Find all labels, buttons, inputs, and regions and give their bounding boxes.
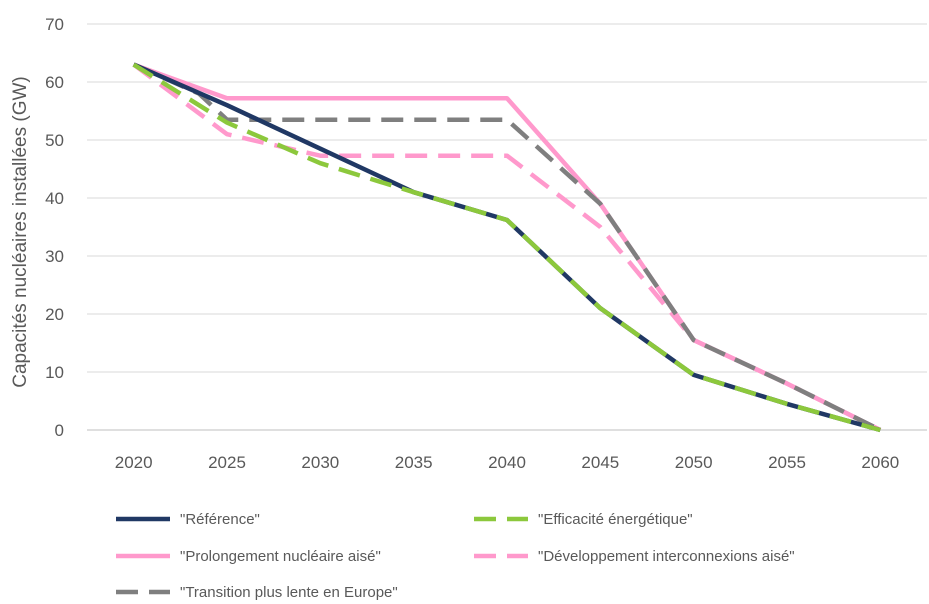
y-tick-label: 0 (55, 421, 64, 440)
legend-label-2: "Prolongement nucléaire aisé" (180, 548, 381, 565)
x-tick-label: 2025 (208, 453, 246, 472)
legend-label-0: "Référence" (180, 511, 260, 528)
x-tick-label: 2050 (675, 453, 713, 472)
x-tick-label: 2030 (301, 453, 339, 472)
legend: "Référence" "Efficacité énergétique" "Prol… (116, 511, 795, 601)
x-tick-label: 2020 (115, 453, 153, 472)
series-line-1 (132, 62, 881, 433)
x-axis-ticks: 2020 2025 2030 2035 2040 2045 2050 2055 2060 (115, 453, 899, 472)
series-line-3 (132, 62, 882, 433)
legend-label-1: "Efficacité énergétique" (538, 511, 693, 528)
y-tick-label: 40 (45, 189, 64, 208)
y-axis-ticks: 0 10 20 30 40 50 60 70 (45, 15, 64, 440)
x-tick-label: 2035 (395, 453, 433, 472)
y-tick-label: 50 (45, 131, 64, 150)
x-tick-label: 2045 (581, 453, 619, 472)
y-tick-label: 30 (45, 247, 64, 266)
gridlines (87, 23, 927, 431)
y-tick-label: 60 (45, 73, 64, 92)
y-tick-label: 70 (45, 15, 64, 34)
x-tick-label: 2055 (768, 453, 806, 472)
y-tick-label: 10 (45, 363, 64, 382)
legend-label-4: "Transition plus lente en Europe" (180, 584, 398, 601)
y-axis-label: Capacités nucléaires installées (GW) (10, 76, 31, 388)
x-tick-label: 2060 (861, 453, 899, 472)
series-line-4 (132, 62, 882, 433)
series-lines (132, 62, 882, 433)
x-tick-label: 2040 (488, 453, 526, 472)
legend-label-3: "Développement interconnexions aisé" (538, 548, 795, 565)
y-tick-label: 20 (45, 305, 64, 324)
